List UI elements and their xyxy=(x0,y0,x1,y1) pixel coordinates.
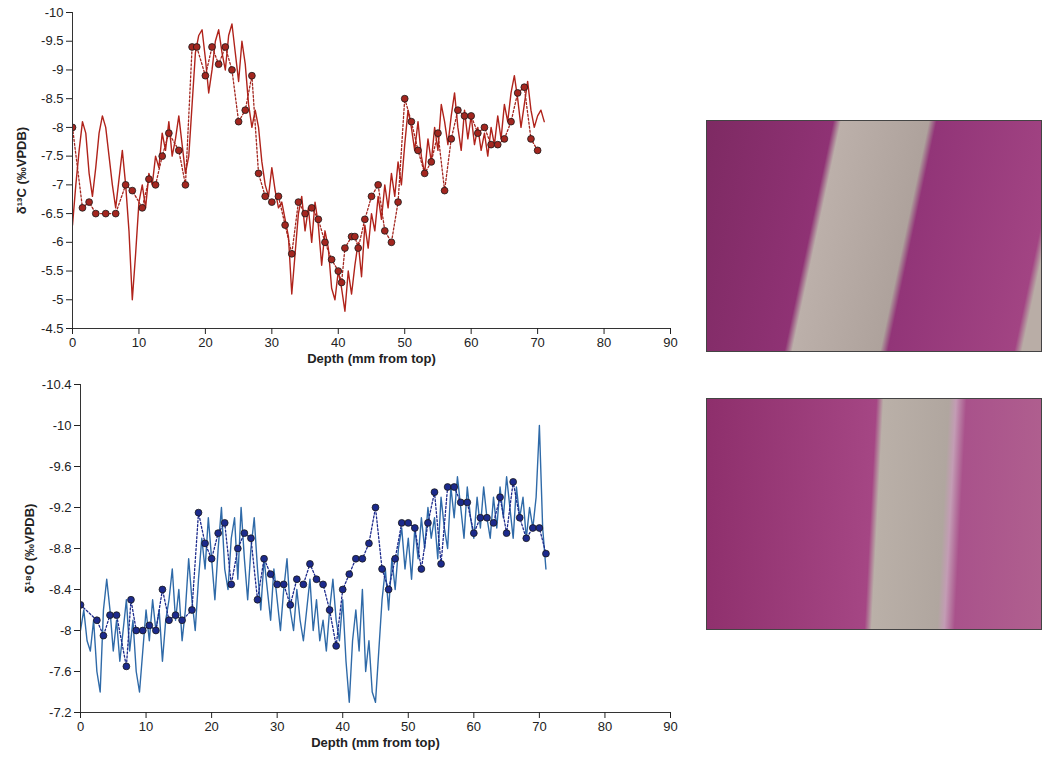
svg-text:Depth (mm from top): Depth (mm from top) xyxy=(307,351,436,366)
svg-text:-4.5: -4.5 xyxy=(41,321,63,336)
svg-text:80: 80 xyxy=(598,719,612,734)
svg-text:-9: -9 xyxy=(52,62,64,77)
svg-text:δ¹³C (‰VPDB): δ¹³C (‰VPDB) xyxy=(14,127,29,214)
svg-text:90: 90 xyxy=(663,335,677,350)
svg-text:80: 80 xyxy=(597,335,611,350)
svg-text:10: 10 xyxy=(139,719,153,734)
svg-text:70: 70 xyxy=(532,719,546,734)
svg-text:-5.5: -5.5 xyxy=(41,263,63,278)
svg-text:60: 60 xyxy=(467,719,481,734)
svg-text:30: 30 xyxy=(270,719,284,734)
svg-text:-9.6: -9.6 xyxy=(49,459,71,474)
svg-text:20: 20 xyxy=(198,335,212,350)
svg-text:40: 40 xyxy=(335,719,349,734)
svg-text:-8.4: -8.4 xyxy=(49,582,71,597)
svg-text:0: 0 xyxy=(77,719,84,734)
svg-text:-8: -8 xyxy=(52,120,64,135)
svg-text:40: 40 xyxy=(331,335,345,350)
svg-text:-5: -5 xyxy=(52,292,64,307)
svg-text:-10: -10 xyxy=(45,5,64,20)
svg-text:-8.8: -8.8 xyxy=(49,541,71,556)
svg-text:-8.5: -8.5 xyxy=(41,91,63,106)
svg-text:-7.2: -7.2 xyxy=(49,705,71,720)
svg-text:δ¹⁸O (‰VPDB): δ¹⁸O (‰VPDB) xyxy=(22,504,37,594)
svg-text:-7: -7 xyxy=(52,177,64,192)
svg-text:0: 0 xyxy=(69,335,76,350)
svg-text:50: 50 xyxy=(397,335,411,350)
svg-text:-7.5: -7.5 xyxy=(41,148,63,163)
svg-text:20: 20 xyxy=(204,719,218,734)
svg-text:30: 30 xyxy=(265,335,279,350)
svg-text:Depth (mm from top): Depth (mm from top) xyxy=(311,735,440,750)
svg-text:50: 50 xyxy=(401,719,415,734)
svg-text:-9.2: -9.2 xyxy=(49,500,71,515)
svg-text:-7.6: -7.6 xyxy=(49,664,71,679)
svg-text:60: 60 xyxy=(464,335,478,350)
svg-text:-6: -6 xyxy=(52,234,64,249)
svg-text:-8: -8 xyxy=(60,623,72,638)
svg-text:-6.5: -6.5 xyxy=(41,206,63,221)
svg-text:10: 10 xyxy=(132,335,146,350)
svg-text:-10.4: -10.4 xyxy=(42,377,72,392)
svg-text:-10: -10 xyxy=(53,418,72,433)
svg-text:90: 90 xyxy=(663,719,677,734)
svg-text:-9.5: -9.5 xyxy=(41,33,63,48)
svg-text:70: 70 xyxy=(530,335,544,350)
